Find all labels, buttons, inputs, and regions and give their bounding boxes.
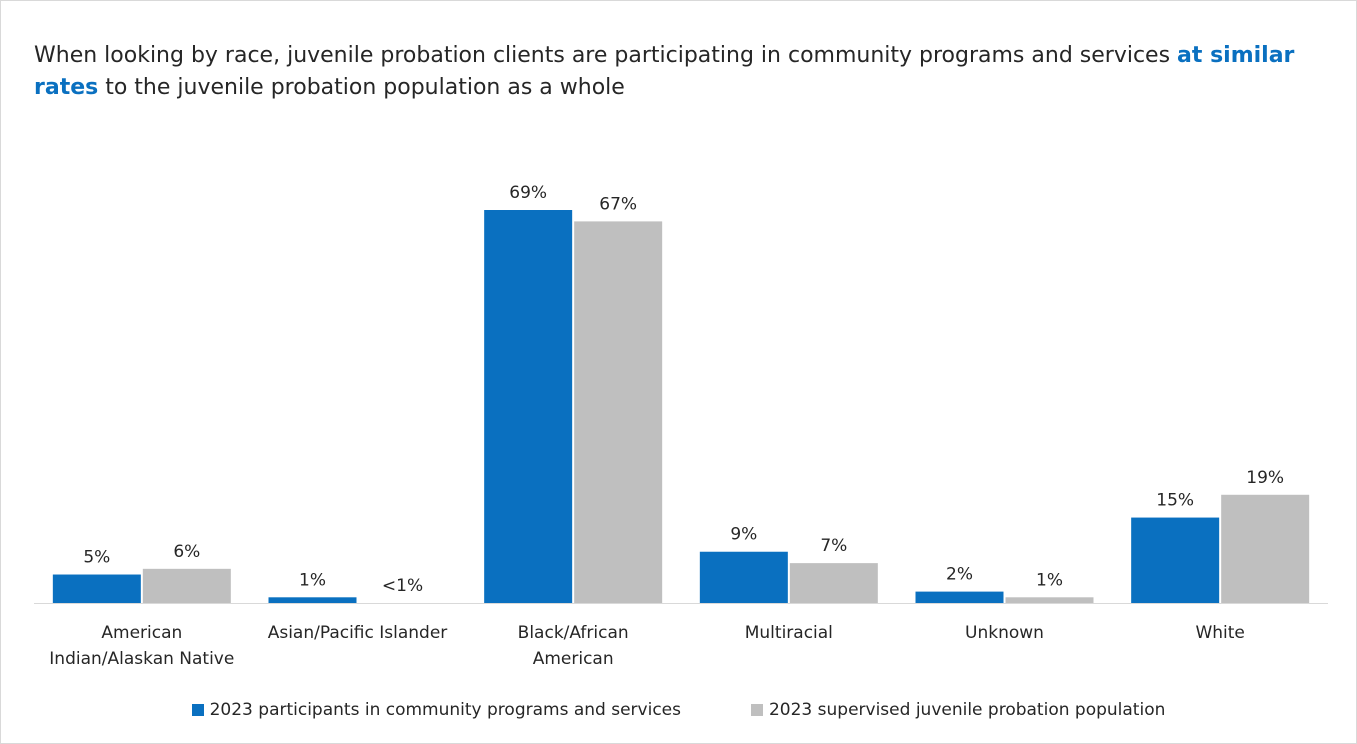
data-label-series-2-3: 7% (820, 536, 847, 556)
data-label-series-2-5: 19% (1246, 468, 1284, 488)
chart-title: When looking by race, juvenile probation… (34, 40, 1324, 104)
legend-item-series-1: 2023 participants in community programs … (191, 700, 681, 720)
data-label-series-1-2: 69% (509, 183, 547, 203)
bar-series-1-5 (1131, 517, 1220, 603)
data-label-series-2-1: <1% (382, 576, 423, 596)
x-tick-label-2-1: American (533, 649, 614, 669)
x-tick-label-3-0: Multiracial (745, 623, 833, 643)
bar-series-2-4 (1005, 597, 1094, 603)
data-label-series-1-0: 5% (83, 548, 110, 568)
data-label-series-2-2: 67% (599, 194, 637, 214)
bar-series-2-0 (142, 568, 231, 603)
data-label-series-2-4: 1% (1036, 570, 1063, 590)
legend-label-series-2: 2023 supervised juvenile probation popul… (768, 700, 1166, 720)
legend-item-series-2: 2023 supervised juvenile probation popul… (750, 700, 1166, 720)
x-tick-label-4-0: Unknown (965, 623, 1044, 643)
x-tick-label-5-0: White (1195, 623, 1244, 643)
data-label-series-1-4: 2% (946, 565, 973, 585)
data-label-series-1-3: 9% (730, 525, 757, 545)
x-tick-label-0-1: Indian/Alaskan Native (49, 649, 234, 669)
x-tick-label-1-0: Asian/Pacific Islander (268, 623, 448, 643)
x-tick-label-2-0: Black/African (518, 623, 629, 643)
bar-series-1-3 (699, 551, 788, 603)
bar-series-2-3 (789, 563, 878, 603)
data-label-series-1-5: 15% (1156, 491, 1194, 511)
title-suffix: to the juvenile probation population as … (98, 75, 625, 100)
legend-swatch-series-2 (750, 704, 763, 716)
data-label-series-2-0: 6% (173, 542, 200, 562)
bar-series-1-2 (484, 210, 573, 603)
data-label-series-1-1: 1% (299, 570, 326, 590)
bar-series-1-1 (268, 597, 357, 603)
bar-series-2-5 (1221, 494, 1310, 603)
legend-swatch-series-1 (191, 704, 204, 716)
x-tick-label-0-0: American (101, 623, 182, 643)
bar-series-2-2 (574, 221, 663, 604)
bar-series-1-0 (52, 574, 141, 603)
legend-label-series-1: 2023 participants in community programs … (209, 700, 681, 720)
legend: 2023 participants in community programs … (0, 700, 1357, 720)
title-prefix: When looking by race, juvenile probation… (34, 43, 1178, 68)
bar-series-1-4 (915, 591, 1004, 603)
title-highlight: at similar rates (34, 43, 1295, 100)
